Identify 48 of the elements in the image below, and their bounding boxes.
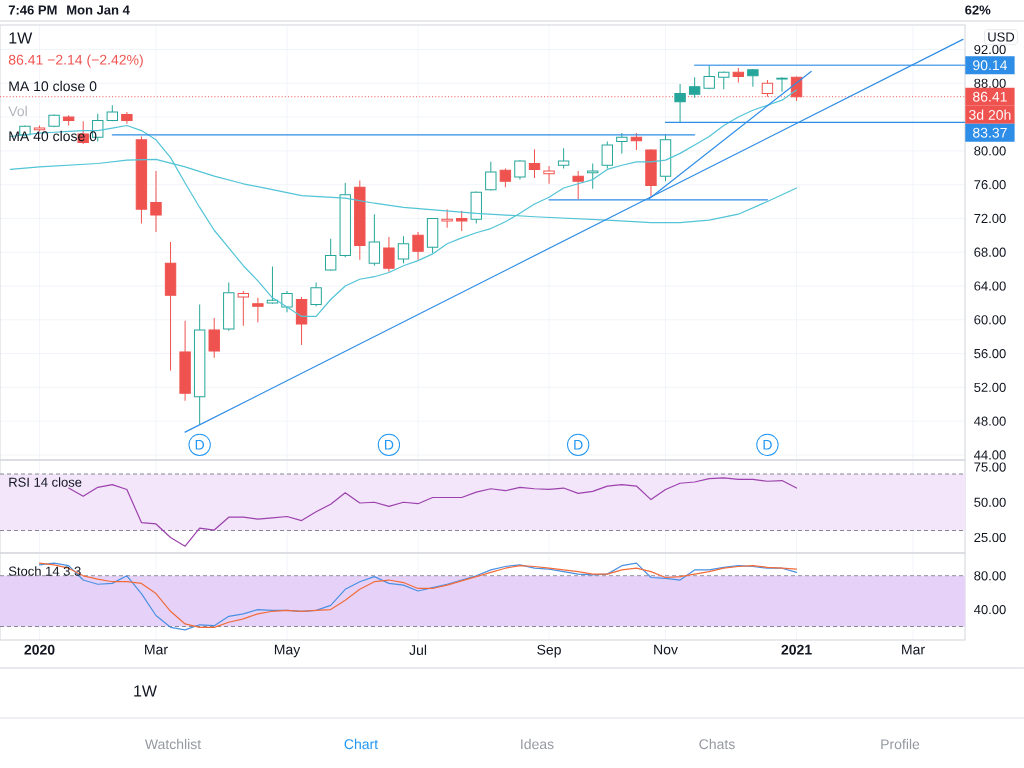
y-tick-label: 25.00 [974, 532, 1006, 543]
y-tick-label: 56.00 [974, 348, 1006, 359]
text: Watchlist [144, 738, 202, 750]
y-tick-label: 52.00 [974, 382, 1006, 392]
x-tick-label: Mar [145, 644, 168, 655]
y-axis-title: USD [988, 32, 1015, 42]
text: 86.41 −2.14 (−2.42%) [8, 54, 143, 68]
x-tick-label: May [274, 644, 301, 658]
y-tick-label: 92.00 [974, 44, 1006, 55]
y-tick-label: 88.00 [974, 78, 1006, 88]
annotation: D [763, 439, 772, 450]
chart-title: 1W [9, 32, 33, 44]
x-tick-label: 2021 [781, 644, 812, 655]
y-tick-label: 72.00 [974, 213, 1006, 224]
data-label: 90.14 [973, 60, 1008, 71]
text: 62% [965, 5, 991, 15]
y-tick-label: 80.00 [974, 571, 1006, 581]
annotation: MA 10 close 0 [9, 80, 97, 92]
text: 3d 20h [969, 109, 1011, 120]
annotation: Vol [8, 105, 27, 117]
text: Profile [881, 738, 920, 750]
y-tick-label: 60.00 [974, 315, 1006, 325]
ref-line-label: 86.41 [973, 91, 1007, 102]
y-tick-label: 48.00 [974, 416, 1006, 426]
data-label: 83.37 [973, 127, 1007, 138]
text: Ideas [521, 738, 554, 750]
y-tick-label: 76.00 [974, 180, 1006, 190]
annotation: D [195, 439, 205, 450]
x-tick-label: Nov [654, 644, 678, 655]
y-tick-label: 44.00 [974, 450, 1006, 460]
y-tick-label: 80.00 [974, 146, 1006, 156]
x-tick-label: Mar [902, 644, 925, 655]
text: 1W [134, 685, 157, 697]
y-tick-label: 75.00 [974, 462, 1006, 472]
y-tick-label: 64.00 [974, 281, 1006, 291]
text: Mon Jan 4 [67, 5, 130, 15]
text: Chats [699, 738, 735, 750]
text: Chart [344, 738, 379, 750]
y-tick-label: 40.00 [974, 604, 1006, 615]
y-tick-label: 50.00 [974, 497, 1006, 507]
annotation: D [385, 439, 394, 450]
text: 7:46 PM [8, 5, 57, 15]
annotation: D [574, 439, 583, 450]
text: RSI 14 close [9, 477, 82, 487]
x-tick-label: Sep [537, 644, 561, 658]
x-tick-label: Jul [409, 644, 427, 655]
y-tick-label: 68.00 [974, 247, 1006, 257]
x-tick-label: 2020 [24, 644, 55, 655]
